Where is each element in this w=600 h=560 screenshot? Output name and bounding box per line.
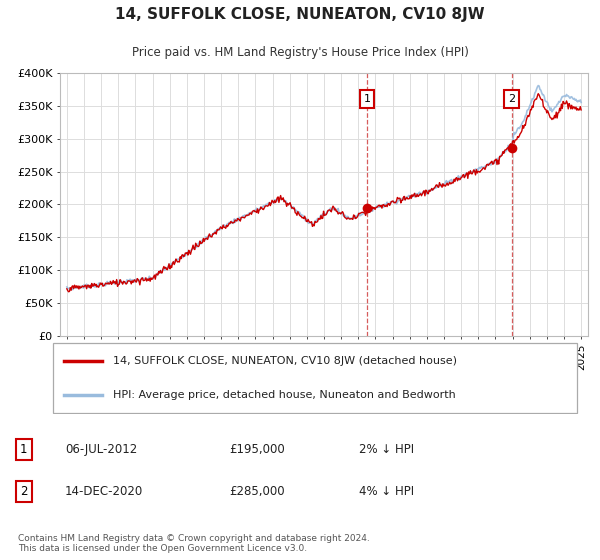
Text: HPI: Average price, detached house, Nuneaton and Bedworth: HPI: Average price, detached house, Nune…: [113, 390, 455, 400]
Text: 2: 2: [508, 94, 515, 104]
FancyBboxPatch shape: [53, 343, 577, 413]
Text: £195,000: £195,000: [229, 443, 285, 456]
Text: 1: 1: [20, 443, 28, 456]
Text: 4% ↓ HPI: 4% ↓ HPI: [359, 485, 414, 498]
Text: 06-JUL-2012: 06-JUL-2012: [65, 443, 137, 456]
Text: 14-DEC-2020: 14-DEC-2020: [65, 485, 143, 498]
Text: £285,000: £285,000: [229, 485, 285, 498]
Text: 14, SUFFOLK CLOSE, NUNEATON, CV10 8JW: 14, SUFFOLK CLOSE, NUNEATON, CV10 8JW: [115, 7, 485, 22]
Text: 2: 2: [20, 485, 28, 498]
Text: Contains HM Land Registry data © Crown copyright and database right 2024.
This d: Contains HM Land Registry data © Crown c…: [18, 534, 370, 553]
Text: 1: 1: [364, 94, 371, 104]
Text: Price paid vs. HM Land Registry's House Price Index (HPI): Price paid vs. HM Land Registry's House …: [131, 46, 469, 59]
Text: 2% ↓ HPI: 2% ↓ HPI: [359, 443, 414, 456]
Text: 14, SUFFOLK CLOSE, NUNEATON, CV10 8JW (detached house): 14, SUFFOLK CLOSE, NUNEATON, CV10 8JW (d…: [113, 356, 457, 366]
